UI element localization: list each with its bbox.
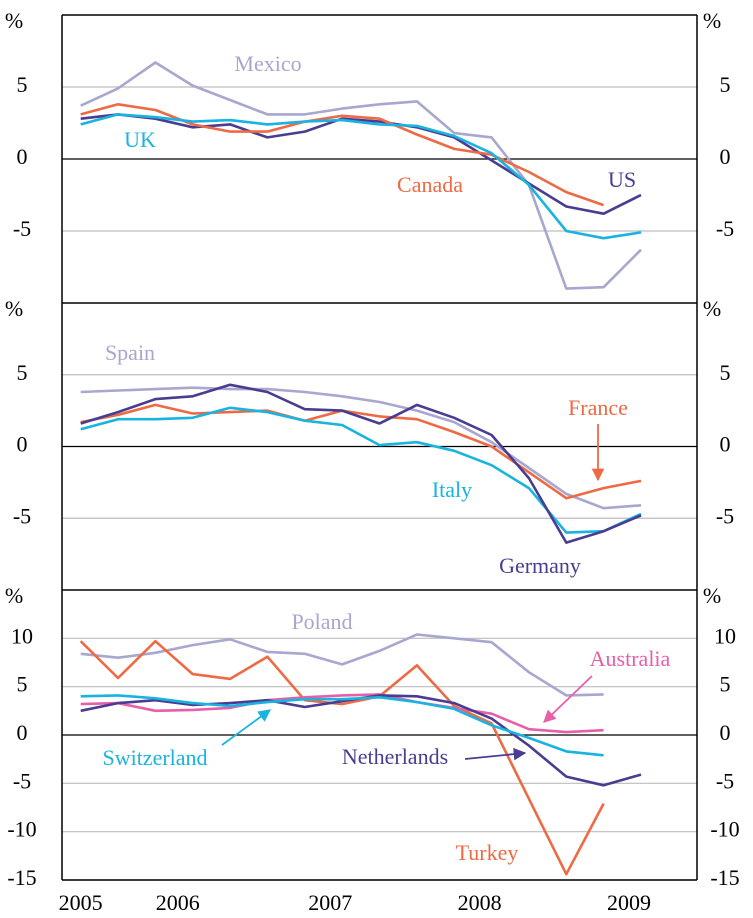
y2-unit: % xyxy=(703,8,721,33)
series-line xyxy=(80,113,642,240)
netherlands-arrow xyxy=(464,747,527,761)
series-line xyxy=(80,113,642,215)
x-tick-label: 2008 xyxy=(458,890,502,915)
x-tick-label: 2006 xyxy=(156,890,200,915)
series-line xyxy=(80,633,604,697)
y2-tick-label: 5 xyxy=(720,672,731,697)
series-line xyxy=(80,383,642,544)
y2-tick-label: -5 xyxy=(716,503,734,528)
series-label: US xyxy=(608,167,636,192)
y2-tick-label: 0 xyxy=(720,432,731,457)
y-tick-label: 0 xyxy=(17,720,28,745)
series-label: Mexico xyxy=(234,51,301,76)
series-label: Turkey xyxy=(456,840,519,865)
series-label: Switzerland xyxy=(102,745,207,770)
y-tick-label: 5 xyxy=(17,360,28,385)
x-tick-label: 2005 xyxy=(59,890,103,915)
y-unit: % xyxy=(5,583,23,608)
y-tick-label: -5 xyxy=(13,768,31,793)
series-line xyxy=(79,639,605,876)
y-unit: % xyxy=(5,296,23,321)
annotation-arrows xyxy=(221,424,605,761)
y-tick-label: -15 xyxy=(7,865,36,890)
y-tick-label: 5 xyxy=(17,672,28,697)
australia-arrow xyxy=(543,675,593,723)
y-tick-label: 0 xyxy=(17,432,28,457)
y-tick-label: -5 xyxy=(13,503,31,528)
x-tick-label: 2009 xyxy=(607,890,651,915)
y-tick-label: -5 xyxy=(13,216,31,241)
y2-unit: % xyxy=(703,296,721,321)
y2-tick-label: 0 xyxy=(720,144,731,169)
y2-tick-label: 0 xyxy=(720,720,731,745)
series-label: Poland xyxy=(291,609,352,634)
y2-tick-label: -5 xyxy=(716,216,734,241)
y2-tick-label: -10 xyxy=(710,817,739,842)
series-line xyxy=(80,693,604,734)
y2-tick-label: -15 xyxy=(710,865,739,890)
x-tick-label: 2007 xyxy=(308,890,352,915)
y-tick-label: -10 xyxy=(7,817,36,842)
y2-tick-label: -5 xyxy=(716,768,734,793)
series-line xyxy=(80,103,605,207)
y-unit: % xyxy=(5,8,23,33)
y-tick-label: 0 xyxy=(17,144,28,169)
series-label: Netherlands xyxy=(342,744,448,769)
y-tick-label: 5 xyxy=(17,72,28,97)
series-label: France xyxy=(568,395,628,420)
series-line xyxy=(80,61,642,290)
series-label: Italy xyxy=(432,477,472,502)
switzerland-arrow xyxy=(221,709,272,746)
series-label: Spain xyxy=(105,340,155,365)
series-label: Germany xyxy=(499,553,581,578)
y2-tick-label: 5 xyxy=(720,72,731,97)
series-label: Canada xyxy=(397,172,463,197)
series-label: Australia xyxy=(590,646,671,671)
series-line xyxy=(80,694,604,757)
series-line xyxy=(80,403,642,500)
series-line xyxy=(80,406,642,534)
y2-tick-label: 10 xyxy=(714,623,736,648)
y2-unit: % xyxy=(703,583,721,608)
y-tick-label: 10 xyxy=(11,623,33,648)
series-label: UK xyxy=(124,127,156,152)
series-line xyxy=(80,386,642,510)
y2-tick-label: 5 xyxy=(720,360,731,385)
